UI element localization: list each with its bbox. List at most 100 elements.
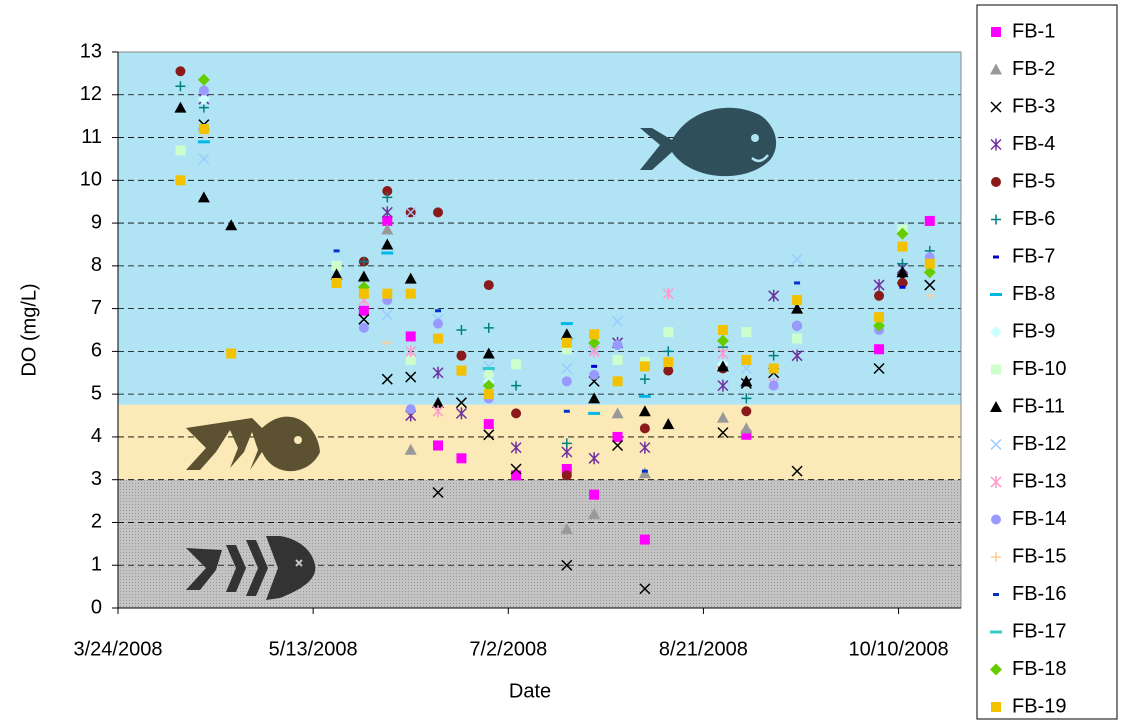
legend-marker	[991, 514, 1001, 525]
legend-marker	[990, 663, 1002, 676]
point	[589, 489, 600, 500]
point	[792, 295, 803, 306]
point	[561, 470, 572, 481]
point	[331, 277, 342, 288]
y-tick-label: 5	[91, 382, 102, 404]
legend-marker	[990, 138, 1002, 151]
legend-label: FB-18	[1012, 658, 1066, 680]
point	[433, 207, 444, 218]
point	[897, 241, 908, 252]
point	[198, 85, 209, 96]
point	[330, 268, 343, 280]
point	[483, 419, 494, 430]
point	[897, 277, 908, 288]
legend-label: FB-10	[1012, 358, 1066, 380]
point	[717, 325, 728, 335]
point	[639, 361, 650, 372]
point	[432, 396, 445, 408]
point	[873, 362, 885, 375]
point	[175, 81, 186, 92]
point	[433, 318, 444, 329]
legend-marker	[991, 214, 1001, 225]
y-tick-label: 7	[91, 297, 102, 319]
point	[226, 348, 237, 359]
legend-marker	[991, 552, 1001, 562]
point	[612, 431, 623, 442]
point	[611, 407, 624, 419]
point	[483, 367, 494, 378]
legend-marker	[990, 476, 1002, 488]
point	[768, 350, 779, 361]
point	[740, 375, 753, 387]
point	[924, 279, 936, 291]
point	[358, 313, 370, 325]
point	[405, 345, 417, 358]
point	[456, 325, 467, 335]
point	[405, 206, 417, 218]
point	[612, 315, 624, 327]
point	[482, 347, 495, 359]
point	[358, 305, 369, 316]
point	[791, 302, 804, 314]
point	[432, 366, 444, 379]
point	[561, 559, 573, 571]
point	[741, 393, 752, 404]
point	[225, 219, 238, 231]
y-tick-label: 1	[91, 554, 102, 576]
point	[358, 322, 369, 333]
point	[874, 312, 885, 323]
point	[639, 423, 650, 434]
dead-fish	[186, 536, 316, 600]
point	[483, 322, 494, 333]
legend-label: FB-2	[1012, 58, 1055, 80]
point	[175, 66, 186, 77]
point	[510, 441, 522, 454]
point	[382, 337, 393, 348]
point	[197, 73, 210, 86]
point	[768, 380, 779, 391]
point	[639, 534, 650, 545]
point	[588, 336, 601, 349]
point	[662, 287, 674, 300]
point	[896, 227, 909, 240]
y-tick-label: 11	[81, 126, 102, 148]
y-tick-label: 12	[80, 83, 102, 105]
point	[198, 153, 210, 165]
point	[432, 405, 444, 418]
point	[923, 266, 936, 279]
legend-marker	[991, 177, 1001, 187]
point	[483, 389, 494, 400]
legend-label: FB-19	[1012, 695, 1066, 717]
point	[510, 463, 522, 475]
point	[740, 422, 753, 434]
point	[924, 258, 935, 269]
legend-label: FB-8	[1012, 283, 1055, 305]
legend-marker	[990, 326, 1002, 338]
point	[924, 215, 935, 226]
point	[382, 186, 393, 196]
legend-marker	[991, 702, 1001, 712]
y-tick-label: 4	[91, 425, 102, 447]
point	[741, 327, 752, 338]
point	[561, 337, 572, 348]
legend-marker	[990, 101, 1002, 113]
point	[405, 331, 416, 342]
point	[511, 359, 522, 370]
point	[663, 365, 674, 376]
point	[768, 363, 779, 374]
x-tick-label: 5/13/2008	[269, 638, 358, 660]
point	[433, 333, 444, 344]
point	[588, 507, 601, 519]
point	[716, 411, 729, 423]
fish-icons	[186, 107, 777, 600]
point	[561, 362, 573, 375]
point	[741, 354, 752, 365]
point	[404, 443, 417, 455]
x-tick-label: 7/2/2008	[469, 638, 547, 660]
point	[791, 349, 803, 362]
point	[175, 145, 186, 156]
legend-label: FB-7	[1012, 245, 1055, 267]
point	[381, 206, 393, 219]
legend-label: FB-4	[1012, 133, 1055, 155]
